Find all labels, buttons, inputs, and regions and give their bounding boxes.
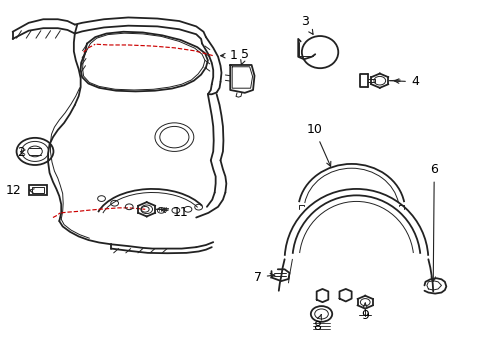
Text: 6: 6 <box>429 163 437 282</box>
Text: 10: 10 <box>306 123 330 166</box>
Text: 7: 7 <box>253 271 274 284</box>
Text: 5: 5 <box>240 48 248 65</box>
Text: 9: 9 <box>361 303 368 322</box>
Text: 8: 8 <box>312 315 321 333</box>
Text: 2: 2 <box>18 146 25 159</box>
Text: 3: 3 <box>300 15 312 34</box>
Text: 1: 1 <box>220 49 237 62</box>
Text: 11: 11 <box>161 206 188 219</box>
Text: 12: 12 <box>6 184 21 197</box>
Text: 4: 4 <box>394 75 418 88</box>
